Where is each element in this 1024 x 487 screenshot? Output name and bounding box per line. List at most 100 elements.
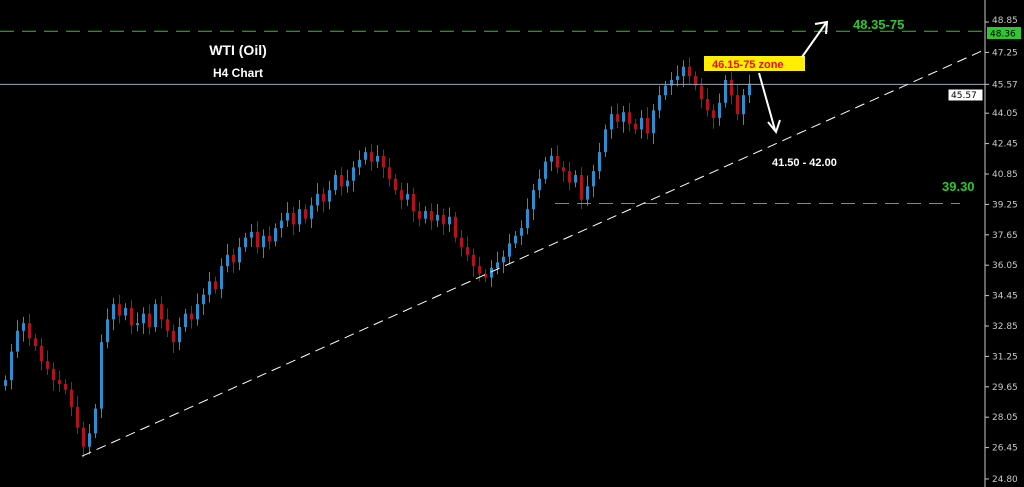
candle xyxy=(622,105,625,133)
candle xyxy=(100,334,103,418)
candle xyxy=(682,60,685,87)
candle-body xyxy=(502,256,505,263)
candle-body xyxy=(268,235,271,242)
y-tick-label: 37.65 xyxy=(992,231,1018,241)
candle xyxy=(562,161,565,182)
candle xyxy=(196,293,199,326)
candle-body xyxy=(100,342,103,409)
candle-body xyxy=(286,212,289,221)
candle xyxy=(388,158,391,187)
candle-body xyxy=(118,304,121,316)
candle-body xyxy=(64,383,67,390)
candle xyxy=(214,276,217,294)
candle xyxy=(130,300,133,335)
candle xyxy=(568,161,571,191)
candle xyxy=(76,395,79,434)
candle xyxy=(4,375,7,391)
candle xyxy=(508,234,511,265)
candle-body xyxy=(148,313,151,327)
candle-body xyxy=(322,193,325,202)
y-tick-label: 39.25 xyxy=(992,200,1018,210)
candle-body xyxy=(394,178,397,191)
candle xyxy=(364,147,367,165)
candle-body xyxy=(640,117,643,130)
candle-body xyxy=(232,254,235,263)
candle-body xyxy=(670,79,673,86)
candle-body xyxy=(736,95,739,115)
candle xyxy=(70,381,73,417)
candle xyxy=(232,248,235,274)
candle xyxy=(16,319,19,358)
candle-body xyxy=(688,66,691,77)
candle-body xyxy=(652,110,655,134)
candle-body xyxy=(52,368,55,381)
y-tick-label: 34.45 xyxy=(992,292,1018,302)
current-price-badge xyxy=(947,88,984,102)
candle-body xyxy=(448,216,451,225)
candle-body xyxy=(724,79,727,103)
candle xyxy=(532,183,535,220)
candle xyxy=(586,175,589,206)
candle-body xyxy=(208,281,211,295)
candle-body xyxy=(466,247,469,255)
candle xyxy=(10,343,13,390)
candle xyxy=(574,170,577,188)
candle xyxy=(724,75,727,108)
y-tick-label: 40.85 xyxy=(992,170,1018,180)
candle-body xyxy=(508,243,511,257)
candle-body xyxy=(700,85,703,99)
candle xyxy=(136,312,139,332)
candle xyxy=(190,305,193,329)
candle-body xyxy=(454,216,457,238)
candle-body xyxy=(142,313,145,324)
candle-body xyxy=(370,152,373,162)
candle-body xyxy=(520,228,523,236)
candle xyxy=(490,260,493,287)
candle xyxy=(436,204,439,227)
candle xyxy=(286,202,289,227)
candle-body xyxy=(184,313,187,327)
candle xyxy=(598,142,601,179)
candle-body xyxy=(106,319,109,343)
candle-body xyxy=(40,345,43,362)
candle-body xyxy=(574,174,577,183)
candle xyxy=(610,106,613,139)
y-tick-label: 29.65 xyxy=(992,383,1018,393)
candle xyxy=(82,421,85,458)
candle-body xyxy=(58,380,61,384)
candle xyxy=(328,180,331,210)
candle xyxy=(706,88,709,117)
candle xyxy=(244,232,247,252)
candle-body xyxy=(160,304,163,320)
candle xyxy=(322,187,325,213)
candle xyxy=(652,104,655,144)
chart-subtitle: H4 Chart xyxy=(213,66,263,80)
candle-body xyxy=(424,211,427,219)
candle-body xyxy=(172,330,175,343)
candle xyxy=(142,307,145,334)
down-arrow-icon xyxy=(758,72,781,135)
candle-body xyxy=(406,193,409,200)
candle xyxy=(730,72,733,105)
candle-body xyxy=(478,266,481,274)
candle-body xyxy=(532,190,535,210)
candle-body xyxy=(592,171,595,187)
resistance-label: 48.35-75 xyxy=(853,17,904,32)
candle xyxy=(298,199,301,233)
candle xyxy=(370,144,373,171)
candle-body xyxy=(244,237,247,248)
candle xyxy=(154,299,157,332)
y-tick-label: 24.80 xyxy=(992,475,1018,485)
candle-body xyxy=(616,114,619,122)
candle xyxy=(376,145,379,168)
candle-body xyxy=(70,389,73,407)
candle-body xyxy=(622,112,625,122)
candle-body xyxy=(274,228,277,242)
candle xyxy=(166,308,169,338)
candle xyxy=(352,161,355,192)
candle-body xyxy=(550,155,553,162)
candle xyxy=(646,107,649,140)
y-tick-label: 48.85 xyxy=(992,16,1018,26)
candle xyxy=(358,150,361,176)
candle xyxy=(124,303,127,321)
